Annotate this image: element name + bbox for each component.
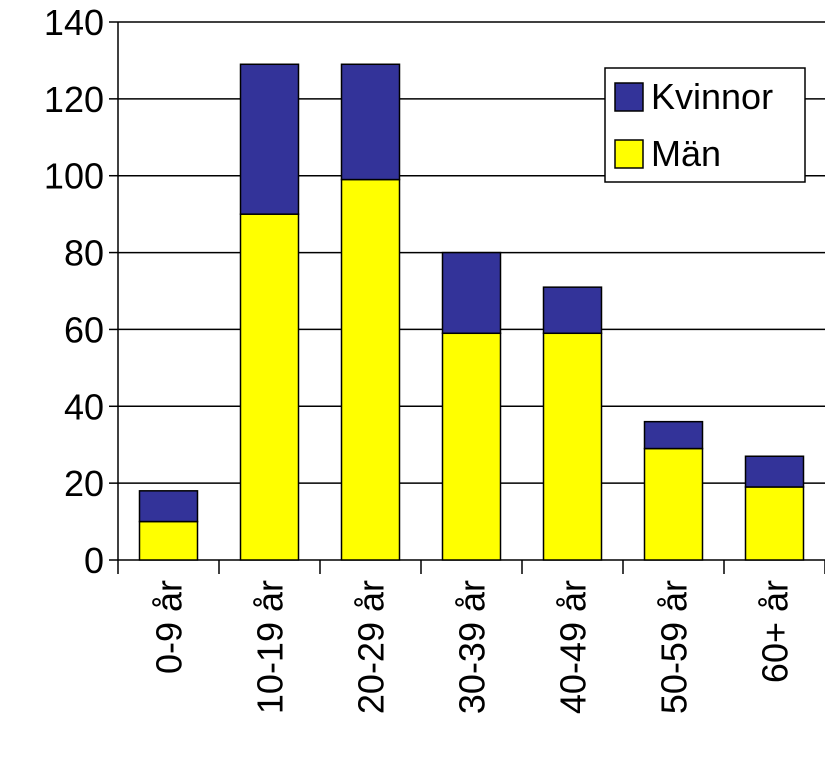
x-tick-label: 10-19 år xyxy=(250,580,291,714)
bar-segment xyxy=(441,251,502,335)
bar-segment xyxy=(643,447,704,561)
bar-segment xyxy=(340,178,401,561)
bar-segment xyxy=(239,213,300,561)
y-tick-label: 120 xyxy=(44,79,104,120)
x-tick-label: 30-39 år xyxy=(452,580,493,714)
x-tick-label: 0-9 år xyxy=(149,580,190,674)
bar-segment xyxy=(239,63,300,215)
legend-label: Män xyxy=(651,133,721,174)
legend-label: Kvinnor xyxy=(651,76,773,117)
bar-segment xyxy=(138,490,199,523)
x-tick-label: 50-59 år xyxy=(654,580,695,714)
y-tick-label: 0 xyxy=(84,540,104,581)
legend-swatch xyxy=(614,139,644,169)
bar-segment xyxy=(542,332,603,561)
y-tick-label: 60 xyxy=(64,309,104,350)
y-tick-label: 100 xyxy=(44,156,104,197)
x-tick-label: 60+ år xyxy=(755,580,796,683)
bar-segment xyxy=(138,520,199,561)
bar-segment xyxy=(340,63,401,181)
x-tick-label: 20-29 år xyxy=(351,580,392,714)
bar-segment xyxy=(744,455,805,488)
y-tick-label: 140 xyxy=(44,2,104,43)
bar-segment xyxy=(643,420,704,450)
y-tick-label: 80 xyxy=(64,233,104,274)
bar-segment xyxy=(542,286,603,335)
bar-segment xyxy=(744,486,805,561)
bar-segment xyxy=(441,332,502,561)
y-tick-label: 40 xyxy=(64,386,104,427)
legend-swatch xyxy=(614,82,644,112)
y-tick-label: 20 xyxy=(64,463,104,504)
x-tick-label: 40-49 år xyxy=(553,580,594,714)
